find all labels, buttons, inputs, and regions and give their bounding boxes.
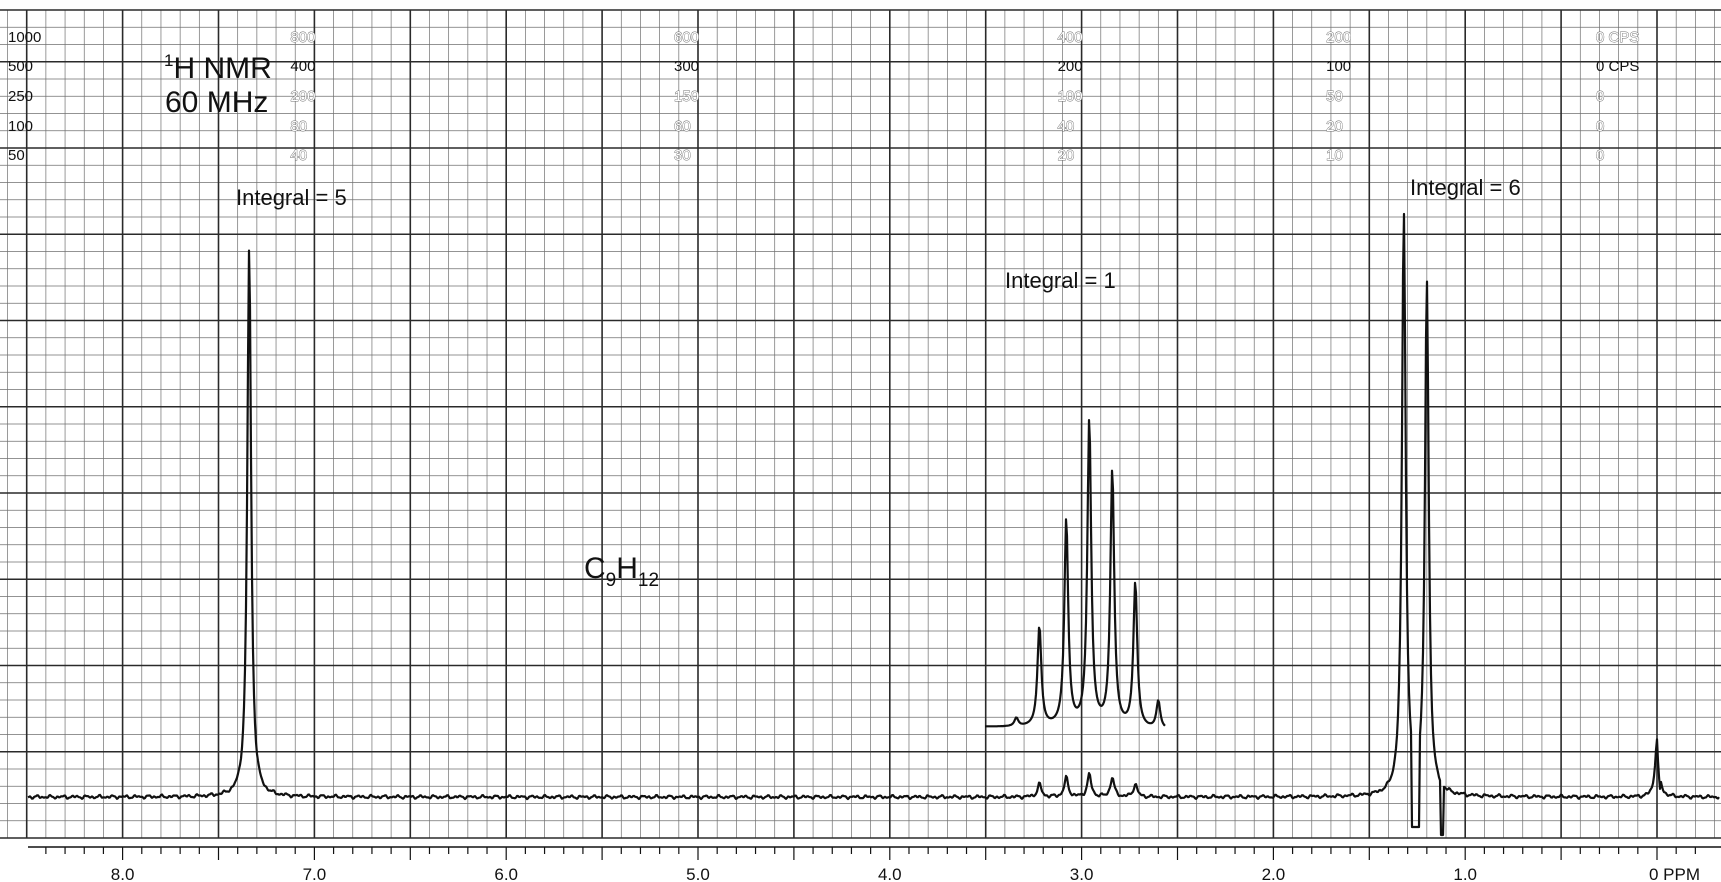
cps-scale-label: 0	[1596, 147, 1604, 164]
spectrum-line	[27, 212, 1720, 837]
x-tick-label: 0 PPM	[1649, 865, 1700, 882]
formula-c-sub: 9	[606, 570, 617, 591]
formula-h-sub: 12	[638, 570, 659, 591]
x-tick-label: 7.0	[303, 865, 327, 882]
cps-scale-label: 20	[1058, 147, 1075, 164]
cps-scale-label: 0 CPS	[1596, 58, 1639, 75]
x-tick-label: 1.0	[1453, 865, 1477, 882]
cps-scale-label: 100	[1058, 88, 1083, 105]
cps-scale-label: 150	[674, 88, 699, 105]
molecular-formula: C9H12	[584, 552, 659, 591]
left-scale-label: 500	[8, 58, 33, 75]
chart-subtitle: 60 MHz	[165, 86, 268, 119]
spectrum-traces	[27, 212, 1720, 837]
cps-scales: 1000500250100508004002008040600300150603…	[8, 29, 1640, 165]
cps-scale-label: 200	[1058, 58, 1083, 75]
cps-scale-label: 20	[1326, 118, 1343, 135]
x-tick-label: 8.0	[111, 865, 135, 882]
cps-scale-label: 0	[1596, 88, 1604, 105]
cps-scale-label: 600	[674, 29, 699, 46]
cps-scale-label: 40	[290, 147, 307, 164]
cps-scale-label: 400	[290, 58, 315, 75]
chart-title: 1H NMR	[164, 51, 272, 85]
cps-scale-label: 80	[290, 118, 307, 135]
left-scale-label: 1000	[8, 29, 41, 46]
cps-scale-label: 30	[674, 147, 691, 164]
title-main: H NMR	[173, 52, 271, 85]
left-scale-label: 250	[8, 88, 33, 105]
integral-label-methyl: Integral = 6	[1410, 175, 1521, 200]
cps-scale-label: 100	[1326, 58, 1351, 75]
cps-scale-label: 200	[290, 88, 315, 105]
x-tick-label: 5.0	[686, 865, 710, 882]
cps-scale-label: 400	[1058, 29, 1083, 46]
left-scale-label: 100	[8, 118, 33, 135]
cps-scale-label: 50	[1326, 88, 1343, 105]
cps-scale-label: 300	[674, 58, 699, 75]
cps-scale-label: 40	[1058, 118, 1075, 135]
cps-scale-label: 200	[1326, 29, 1351, 46]
left-scale-label: 50	[8, 147, 25, 164]
ppm-axis: 8.0 7.0 6.0 5.0 4.0 3.0 2.0 1.0 0 PPM	[28, 846, 1721, 882]
integral-label-methine: Integral = 1	[1005, 268, 1116, 293]
cps-scale-label: 0 CPS	[1596, 29, 1639, 46]
formula-c: C	[584, 552, 606, 585]
cps-scale-label: 10	[1326, 147, 1343, 164]
x-tick-label: 6.0	[494, 865, 518, 882]
cps-scale-label: 0	[1596, 118, 1604, 135]
x-tick-label: 4.0	[878, 865, 902, 882]
cps-scale-label: 800	[290, 29, 315, 46]
title-superscript: 1	[164, 51, 173, 70]
formula-h: H	[616, 552, 638, 585]
cps-scale-label: 60	[674, 118, 691, 135]
x-tick-label: 2.0	[1262, 865, 1286, 882]
x-tick-label: 3.0	[1070, 865, 1094, 882]
expansion-multiplet-line	[984, 419, 1166, 728]
integral-label-aromatic: Integral = 5	[236, 185, 347, 210]
